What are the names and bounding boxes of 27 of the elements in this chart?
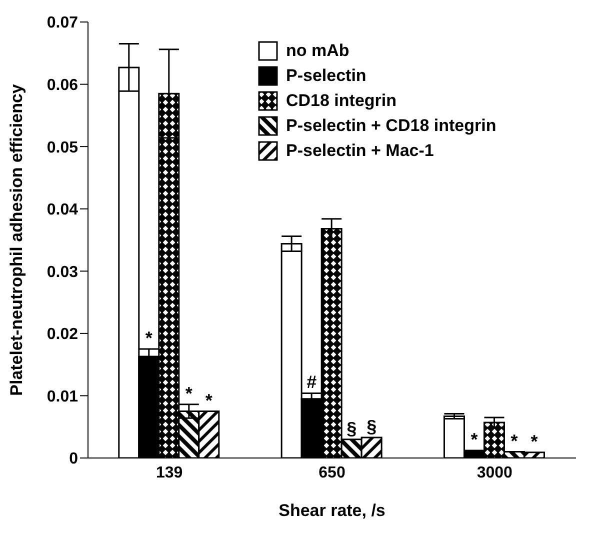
data-label: § <box>346 418 357 438</box>
data-label: * <box>145 328 152 348</box>
data-label: * <box>470 430 478 450</box>
y-tick-label: 0.07 <box>46 14 78 32</box>
y-tick-label: 0 <box>69 450 78 468</box>
data-label: § <box>366 416 377 436</box>
y-tick-label: 0.01 <box>46 388 78 406</box>
y-tick-label: 0.02 <box>46 326 78 344</box>
legend-label: P-selectin <box>286 66 366 86</box>
y-tick-label: 0.06 <box>46 76 78 94</box>
legend-label: CD18 integrin <box>286 90 397 110</box>
legend-label: no mAb <box>286 40 350 60</box>
x-tick-label: 3000 <box>476 464 513 482</box>
x-axis-title: Shear rate, /s <box>278 501 386 520</box>
legend-label: P-selectin + Mac-1 <box>286 140 434 160</box>
data-label: * <box>530 431 538 452</box>
y-axis-title: Platelet-neutrophil adhesion efficiency <box>7 84 26 396</box>
y-tick-label: 0.05 <box>46 139 78 156</box>
y-tick-label: 0.03 <box>46 264 78 281</box>
data-label: # <box>306 372 317 392</box>
data-label: * <box>510 430 518 451</box>
data-label: * <box>185 383 192 404</box>
y-tick-label: 0.04 <box>46 202 78 219</box>
legend-label: P-selectin + CD18 integrin <box>286 116 496 136</box>
x-tick-label: 139 <box>156 464 183 482</box>
x-tick-label: 650 <box>318 464 346 482</box>
data-label: * <box>205 390 212 410</box>
